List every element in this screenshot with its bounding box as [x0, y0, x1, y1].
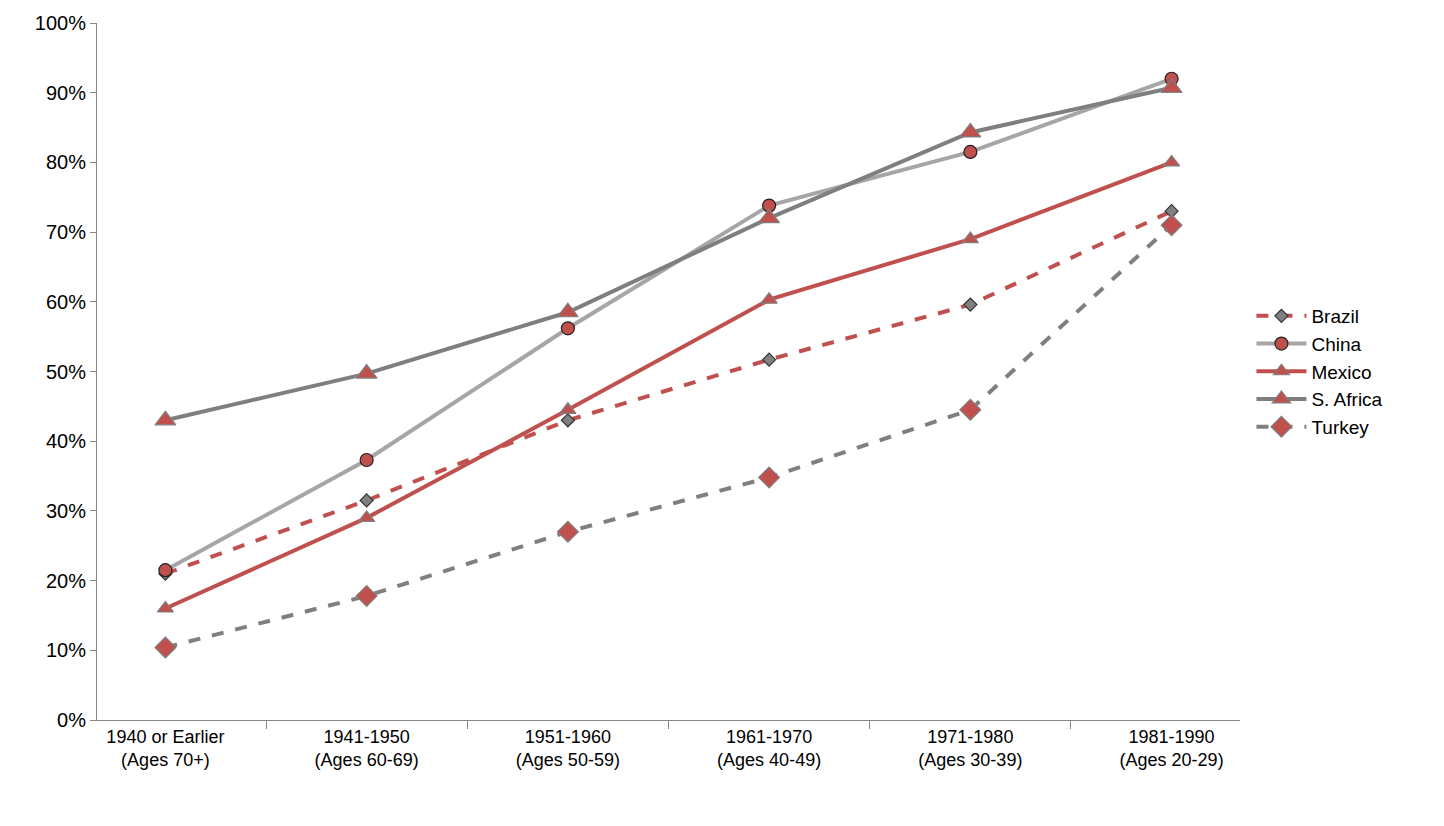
svg-text:1951-1960(Ages 50-59): 1951-1960(Ages 50-59) [516, 727, 620, 770]
svg-text:China: China [1311, 334, 1361, 355]
svg-text:70%: 70% [46, 221, 86, 243]
svg-text:Mexico: Mexico [1311, 362, 1371, 383]
svg-text:1981-1990(Ages 20-29): 1981-1990(Ages 20-29) [1120, 727, 1224, 770]
svg-text:Brazil: Brazil [1311, 306, 1359, 327]
svg-text:20%: 20% [46, 570, 86, 592]
svg-text:0%: 0% [57, 709, 86, 731]
svg-text:40%: 40% [46, 430, 86, 452]
svg-text:Turkey: Turkey [1311, 417, 1369, 438]
svg-text:S. Africa: S. Africa [1311, 389, 1382, 410]
svg-text:50%: 50% [46, 361, 86, 383]
svg-text:60%: 60% [46, 291, 86, 313]
svg-text:1971-1980(Ages 30-39): 1971-1980(Ages 30-39) [918, 727, 1022, 770]
svg-text:30%: 30% [46, 500, 86, 522]
svg-text:1961-1970(Ages 40-49): 1961-1970(Ages 40-49) [717, 727, 821, 770]
svg-text:1941-1950(Ages 60-69): 1941-1950(Ages 60-69) [315, 727, 419, 770]
svg-text:1940 or Earlier(Ages 70+): 1940 or Earlier(Ages 70+) [106, 727, 224, 770]
svg-text:100%: 100% [35, 12, 86, 34]
svg-text:80%: 80% [46, 151, 86, 173]
svg-text:10%: 10% [46, 639, 86, 661]
svg-text:90%: 90% [46, 82, 86, 104]
